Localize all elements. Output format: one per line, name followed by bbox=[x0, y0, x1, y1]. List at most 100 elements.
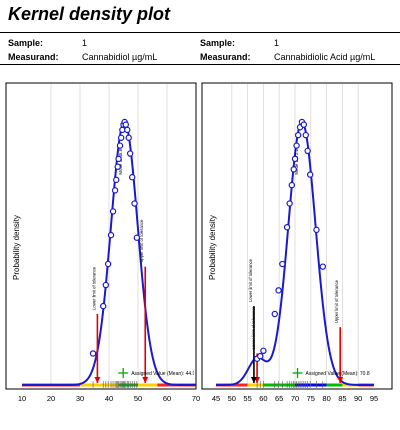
x-tick-label: 20 bbox=[47, 394, 55, 403]
data-point bbox=[125, 134, 132, 141]
data-point bbox=[313, 226, 320, 234]
rug-segment bbox=[263, 383, 280, 387]
left-measurand-row: Measurand: bbox=[8, 52, 59, 62]
tolerance-label: Upper limit of tolerance bbox=[334, 279, 339, 323]
kde-curve bbox=[216, 120, 374, 386]
x-tick-label: 95 bbox=[370, 394, 378, 403]
chart-panel-right: Lower limit of toleranceLower limit of t… bbox=[200, 80, 400, 425]
right-measurand-row: Measurand: bbox=[200, 52, 251, 62]
data-point bbox=[117, 134, 125, 141]
data-point bbox=[257, 352, 264, 360]
data-point bbox=[304, 147, 311, 155]
data-point bbox=[294, 131, 302, 139]
rug-segment bbox=[326, 383, 343, 387]
x-tick-label: 80 bbox=[322, 394, 330, 403]
rug-segment bbox=[99, 383, 119, 387]
y-axis-label: Probability density bbox=[208, 215, 217, 280]
data-point bbox=[116, 142, 124, 149]
rug-segment bbox=[138, 383, 158, 387]
data-point bbox=[131, 200, 138, 207]
x-tick-label: 60 bbox=[163, 394, 171, 403]
x-tick-label: 60 bbox=[259, 394, 267, 403]
x-tick-label: 10 bbox=[18, 394, 26, 403]
data-point bbox=[128, 174, 136, 181]
data-point bbox=[291, 155, 299, 163]
x-tick-label: 50 bbox=[228, 394, 236, 403]
rug-segment bbox=[231, 383, 248, 387]
data-point bbox=[302, 131, 309, 139]
data-point bbox=[286, 200, 293, 207]
data-point bbox=[300, 121, 308, 128]
data-point bbox=[283, 223, 291, 231]
title-divider bbox=[0, 32, 400, 33]
data-point bbox=[109, 208, 117, 215]
right-measurand-value: Cannabidiolic Acid µg/mL bbox=[274, 52, 376, 62]
x-tick-label: 50 bbox=[134, 394, 142, 403]
left-sample-label: Sample: bbox=[8, 38, 44, 48]
x-tick-label: 90 bbox=[354, 394, 362, 403]
left-measurand-value: Cannabidiol µg/mL bbox=[82, 52, 158, 62]
tolerance-label: Lower limit of tolerance bbox=[248, 258, 253, 302]
data-point bbox=[288, 181, 296, 189]
data-point bbox=[306, 171, 314, 178]
right-measurand-label: Measurand: bbox=[200, 52, 251, 62]
data-point bbox=[271, 310, 278, 318]
y-axis-label: Probability density bbox=[12, 215, 21, 280]
data-point bbox=[290, 166, 297, 173]
data-point bbox=[111, 187, 119, 194]
assigned-label: Assigned Value (Mean): 44.9 bbox=[131, 371, 195, 377]
rug-segment bbox=[118, 383, 138, 387]
left-sample-value: 1 bbox=[82, 38, 88, 48]
x-tick-label: 65 bbox=[275, 394, 283, 403]
x-tick-label: 30 bbox=[76, 394, 84, 403]
tolerance-arrow bbox=[337, 377, 344, 383]
chart-panel-left: Lower limit of tolerance Upper limit of t… bbox=[0, 80, 200, 425]
tolerance-arrow bbox=[94, 377, 101, 383]
x-tick-label: 75 bbox=[307, 394, 315, 403]
x-tick-label: 45 bbox=[212, 394, 220, 403]
kde-curve bbox=[22, 120, 196, 386]
right-sample-value: 1 bbox=[274, 38, 280, 48]
tolerance-arrow bbox=[142, 377, 149, 383]
data-point bbox=[122, 121, 130, 128]
data-point bbox=[113, 176, 120, 184]
data-point bbox=[319, 263, 327, 270]
data-point bbox=[275, 287, 282, 294]
tolerance-label: Upper limit of tolerance bbox=[139, 219, 144, 263]
data-point bbox=[107, 231, 115, 239]
x-tick-label: 55 bbox=[243, 394, 251, 403]
left-sample-row: Sample: bbox=[8, 38, 43, 48]
tolerance-label: Lower limit of tolerance bbox=[91, 266, 96, 310]
data-point bbox=[293, 142, 300, 149]
data-point bbox=[115, 155, 122, 163]
kde-chart-right: Lower limit of toleranceLower limit of t… bbox=[201, 82, 393, 403]
plot-frame bbox=[5, 82, 197, 390]
data-point bbox=[104, 260, 112, 268]
x-tick-label: 40 bbox=[105, 394, 113, 403]
data-point bbox=[133, 234, 141, 241]
header-divider bbox=[0, 64, 400, 65]
x-tick-label: 70 bbox=[192, 394, 200, 403]
assigned-label: Assigned Value (Mean): 70.8 bbox=[306, 371, 370, 377]
data-point bbox=[260, 347, 267, 355]
plot-frame bbox=[201, 82, 393, 390]
rug-segment bbox=[157, 383, 177, 387]
data-point bbox=[279, 260, 286, 268]
mode-label: Mode 1: 45.8 bbox=[118, 148, 123, 174]
kde-chart-left: Lower limit of tolerance Upper limit of t… bbox=[5, 82, 200, 403]
data-point bbox=[126, 150, 134, 157]
data-point bbox=[124, 126, 131, 134]
data-point bbox=[114, 163, 121, 170]
right-sample-row: Sample: bbox=[200, 38, 235, 48]
data-point bbox=[102, 281, 110, 289]
x-tick-label: 70 bbox=[291, 394, 299, 403]
rug-segment bbox=[80, 383, 100, 387]
rug-segment bbox=[295, 383, 311, 387]
data-point bbox=[99, 302, 107, 310]
page-title: Kernel density plot bbox=[8, 4, 171, 24]
data-point bbox=[89, 350, 97, 357]
rug-segment bbox=[247, 383, 264, 387]
tolerance-arrow bbox=[250, 377, 257, 383]
rug-segment bbox=[310, 383, 327, 387]
right-sample-label: Sample: bbox=[200, 38, 236, 48]
